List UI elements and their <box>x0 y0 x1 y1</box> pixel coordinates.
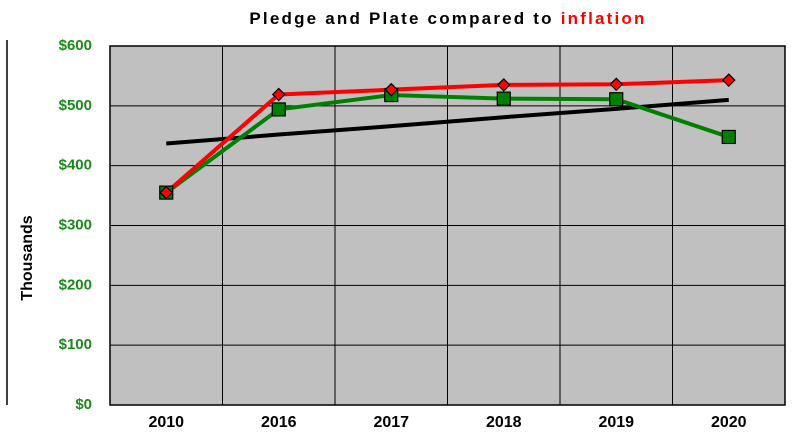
x-tick-label: 2010 <box>148 414 184 431</box>
y-tick-label: $400 <box>59 157 92 174</box>
x-tick-label: 2019 <box>598 414 634 431</box>
y-tick-label: $100 <box>59 336 92 353</box>
y-tick-label: $200 <box>59 276 92 293</box>
square-marker <box>721 129 736 145</box>
diamond-marker <box>609 77 624 92</box>
diamond-marker <box>384 82 399 97</box>
chart-title: Pledge and Plate compared to inflation <box>249 9 646 28</box>
square-marker <box>496 91 511 106</box>
x-tick-label: 2017 <box>373 414 409 431</box>
y-axis-label: Thousands <box>19 215 36 300</box>
x-tick-label: 2016 <box>261 414 297 431</box>
square-marker <box>609 92 624 107</box>
y-tick-label: $500 <box>59 97 92 114</box>
diamond-marker <box>496 78 511 92</box>
series-line <box>165 93 730 195</box>
title-text: Pledge and Plate compared to <box>249 9 553 28</box>
diamond-marker <box>721 73 736 87</box>
x-tick-label: 2018 <box>486 414 522 431</box>
y-tick-label: $0 <box>75 396 92 413</box>
diamond-marker <box>271 87 286 102</box>
series-line <box>164 78 729 195</box>
square-marker <box>271 102 286 117</box>
y-tick-label: $300 <box>59 216 92 233</box>
title-highlight: inflation <box>561 9 647 28</box>
diamond-marker <box>159 185 174 200</box>
y-tick-label: $600 <box>59 37 92 54</box>
x-tick-label: 2020 <box>711 414 747 431</box>
